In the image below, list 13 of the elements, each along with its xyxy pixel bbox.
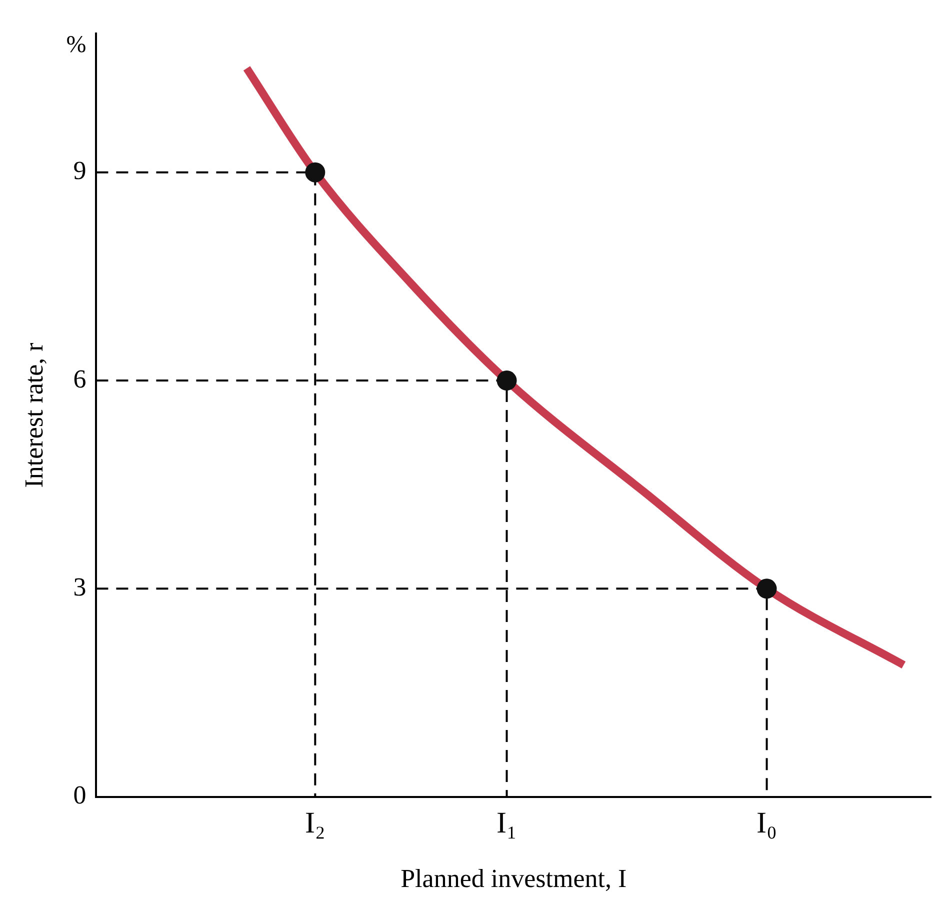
y-tick-label: 0 [73, 780, 86, 810]
x-axis-title: Planned investment, I [400, 864, 627, 894]
text: % [66, 32, 86, 58]
point [756, 578, 777, 599]
x-tick-label: I₀ [756, 806, 778, 840]
point [305, 162, 326, 182]
y-axis-title: Interest rate, r [19, 342, 48, 488]
x-tick-label: I₁ [496, 806, 517, 840]
point [496, 370, 517, 391]
x-tick-label: I₂ [304, 806, 326, 840]
y-tick-label: 3 [73, 572, 86, 602]
y-tick-label: 6 [73, 364, 86, 394]
y-tick-label: 9 [73, 156, 86, 186]
